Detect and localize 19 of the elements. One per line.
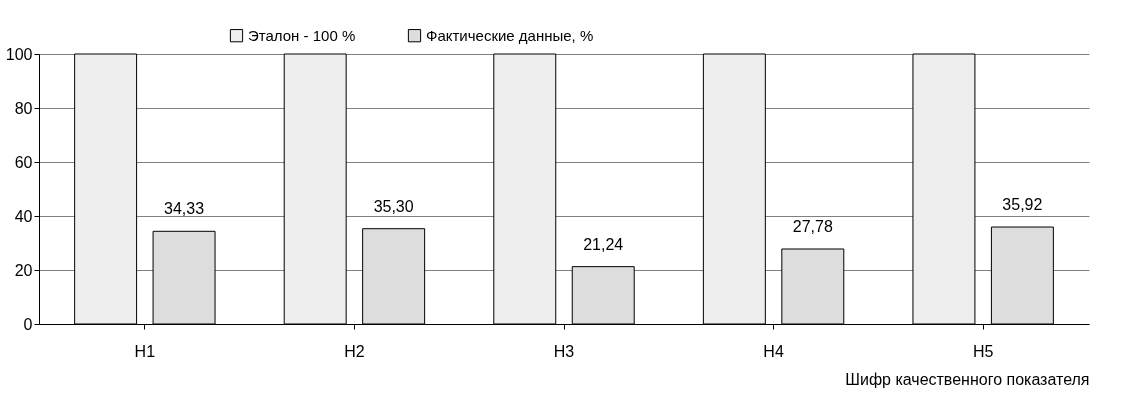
y-tick-label: 0 — [23, 315, 33, 333]
x-axis-title: Шифр качественного показателя — [845, 370, 1090, 388]
y-tick-label: 60 — [14, 153, 33, 171]
data-label: 21,24 — [583, 235, 624, 253]
y-tick-label: 40 — [14, 207, 33, 225]
x-tick-label: Н2 — [344, 342, 365, 360]
x-tick-label: Н3 — [553, 342, 575, 360]
data-label: 27,78 — [792, 217, 833, 235]
legend-label: Эталон - 100 % — [248, 26, 356, 44]
data-label: 34,33 — [164, 200, 205, 218]
data-label: 35,92 — [1002, 196, 1043, 214]
data-label: 35,30 — [373, 197, 414, 215]
y-tick-label: 20 — [14, 261, 33, 279]
y-tick-label: 100 — [5, 45, 33, 63]
y-tick-label: 80 — [14, 99, 33, 117]
x-tick-label: Н5 — [972, 342, 994, 360]
x-tick-label: Н4 — [763, 342, 784, 360]
legend-label: Фактические данные, % — [426, 26, 594, 44]
x-tick-label: Н1 — [134, 342, 156, 360]
